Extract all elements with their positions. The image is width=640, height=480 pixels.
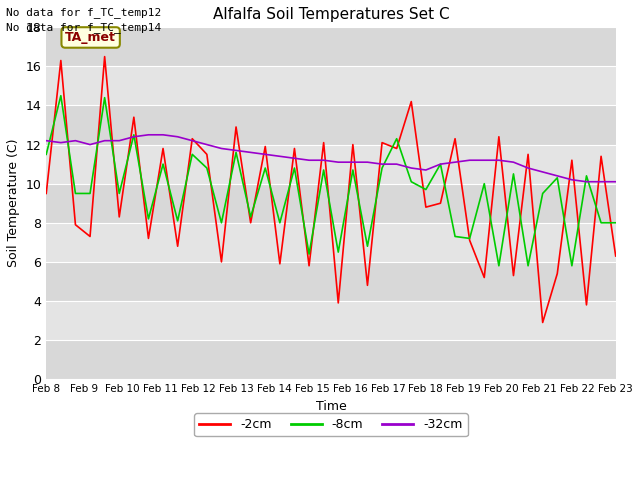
Text: No data for f_TC_temp14: No data for f_TC_temp14 [6,22,162,33]
Legend: -2cm, -8cm, -32cm: -2cm, -8cm, -32cm [194,413,468,436]
Bar [46,144,616,184]
X-axis label: Time: Time [316,399,346,413]
Bar [46,184,616,223]
Y-axis label: Soil Temperature (C): Soil Temperature (C) [7,139,20,267]
Bar [46,223,616,262]
Title: Alfalfa Soil Temperatures Set C: Alfalfa Soil Temperatures Set C [212,7,449,22]
Text: TA_met: TA_met [65,31,116,44]
Bar [46,66,616,106]
Bar [46,262,616,301]
Bar [46,301,616,340]
Bar [46,340,616,379]
Bar [46,27,616,66]
Bar [46,106,616,144]
Text: No data for f_TC_temp12: No data for f_TC_temp12 [6,7,162,18]
